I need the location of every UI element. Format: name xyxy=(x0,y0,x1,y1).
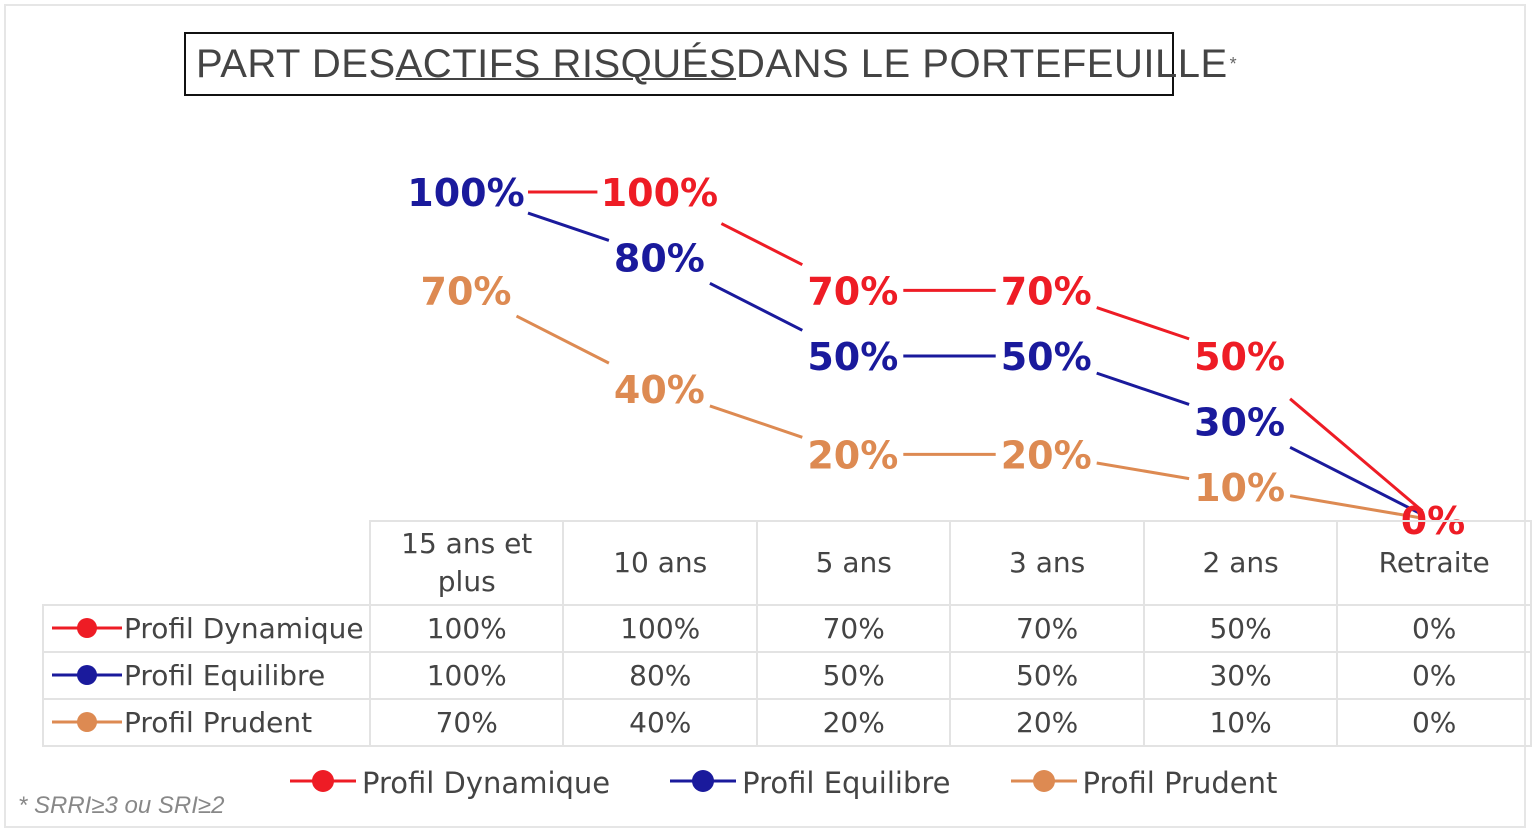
legend-key-icon xyxy=(290,770,356,792)
legend-key-icon xyxy=(52,712,122,732)
table-cell-profil-equilibre-retraite: 0% xyxy=(1336,651,1532,700)
table-cell-profil-prudent-3-ans: 20% xyxy=(949,698,1145,747)
segment-profil-equilibre-3 xyxy=(1096,371,1190,406)
data-label-profil-equilibre-3-ans: 50% xyxy=(1001,335,1092,379)
table-cell-profil-dynamique-10-ans: 100% xyxy=(562,604,758,653)
chart-legend: Profil Dynamique Profil Equilibre Profil P… xyxy=(282,762,1329,804)
data-label-profil-equilibre-15-ans-et-plus: 100% xyxy=(407,171,524,215)
footnote: * SRRI≥3 ou SRI≥2 xyxy=(18,792,225,819)
table-cell-profil-dynamique-15-ans-et-plus: 100% xyxy=(368,604,565,653)
segment-profil-prudent-3 xyxy=(1096,461,1190,481)
series-profil-prudent xyxy=(515,314,1420,520)
series-profil-dynamique xyxy=(528,190,1424,513)
data-label-profil-dynamique-3-ans: 70% xyxy=(1001,269,1092,313)
table-cell-profil-prudent-10-ans: 40% xyxy=(562,698,758,747)
table-header-row: 15 ans et plus 10 ans 5 ans 3 ans 2 ans Retrai… xyxy=(43,520,1532,606)
table-cell-profil-equilibre-15-ans-et-plus: 100% xyxy=(368,651,565,700)
data-label-profil-equilibre-2-ans: 30% xyxy=(1194,401,1285,445)
column-header-3-ans: 3 ans xyxy=(949,520,1145,606)
data-label-profil-equilibre-5-ans: 50% xyxy=(807,335,898,379)
table-row-profil-equilibre: Profil Equilibre 100% 80% 50% 50% 30% 0% xyxy=(42,651,1532,700)
legend-label: Profil Dynamique xyxy=(362,766,611,800)
table-cell-profil-equilibre-3-ans: 50% xyxy=(949,651,1145,700)
legend-key-icon xyxy=(670,770,737,792)
table-cell-profil-prudent-5-ans: 20% xyxy=(755,698,952,747)
slide-frame xyxy=(4,4,1526,828)
segment-profil-prudent-4 xyxy=(1289,494,1420,520)
chart-title: PART DES ACTIFS RISQUÉS DANS LE PORTEFEU… xyxy=(184,32,1237,96)
segment-profil-dynamique-3 xyxy=(1096,306,1190,341)
legend-key-icon xyxy=(52,618,122,638)
title-part-underlined: ACTIFS RISQUÉS xyxy=(395,41,737,86)
row-label-profil-equilibre: Profil Equilibre xyxy=(42,651,371,700)
table-cell-profil-dynamique-retraite: 0% xyxy=(1336,604,1532,653)
data-table: 15 ans et plus 10 ans 5 ans 3 ans 2 ans Retrai… xyxy=(42,520,1532,747)
table-cell-profil-prudent-retraite: 0% xyxy=(1336,698,1532,747)
legend-key-icon xyxy=(52,665,122,685)
segment-profil-equilibre-1 xyxy=(709,281,803,332)
column-header-10-ans: 10 ans xyxy=(562,520,758,606)
data-label-profil-prudent-10-ans: 40% xyxy=(614,368,705,412)
data-label-profil-dynamique-2-ans: 50% xyxy=(1194,335,1285,379)
column-header-retraite: Retraite xyxy=(1336,520,1532,606)
row-label-profil-dynamique: Profil Dynamique xyxy=(42,604,371,653)
legend-key-icon xyxy=(1010,770,1077,792)
row-label-text: Profil Dynamique xyxy=(124,612,364,645)
row-label-text: Profil Prudent xyxy=(124,706,313,739)
data-label-profil-equilibre-10-ans: 80% xyxy=(614,237,705,281)
row-label-text: Profil Equilibre xyxy=(124,659,326,692)
table-row-profil-dynamique: Profil Dynamique 100% 100% 70% 70% 50% 0% xyxy=(42,604,1532,653)
table-row-profil-prudent: Profil Prudent 70% 40% 20% 20% 10% 0% xyxy=(42,698,1532,747)
data-label-profil-dynamique-5-ans: 70% xyxy=(807,269,898,313)
legend-label: Profil Prudent xyxy=(1082,766,1278,800)
legend-entry-profil-equilibre: Profil Equilibre xyxy=(662,766,951,800)
legend-label: Profil Equilibre xyxy=(742,766,951,800)
data-label-profil-prudent-2-ans: 10% xyxy=(1194,466,1285,510)
data-label-profil-prudent-15-ans-et-plus: 70% xyxy=(421,269,512,313)
row-label-profil-prudent: Profil Prudent xyxy=(42,698,371,747)
table-corner-cell xyxy=(43,521,371,606)
column-header-15-ans-et-plus: 15 ans et plus xyxy=(368,520,565,606)
series-profil-equilibre xyxy=(527,211,1422,515)
column-header-5-ans: 5 ans xyxy=(755,520,952,606)
table-cell-profil-equilibre-2-ans: 30% xyxy=(1142,651,1339,700)
data-label-profil-dynamique-10-ans: 100% xyxy=(601,171,718,215)
table-cell-profil-dynamique-5-ans: 70% xyxy=(755,604,952,653)
table-cell-profil-dynamique-3-ans: 70% xyxy=(949,604,1145,653)
table-cell-profil-dynamique-2-ans: 50% xyxy=(1142,604,1339,653)
title-part-1: PART DES xyxy=(196,41,396,86)
legend-entry-profil-dynamique: Profil Dynamique xyxy=(282,766,610,800)
table-cell-profil-prudent-15-ans-et-plus: 70% xyxy=(368,698,565,747)
segment-profil-dynamique-1 xyxy=(720,222,803,267)
segment-profil-equilibre-0 xyxy=(527,211,610,242)
column-header-2-ans: 2 ans xyxy=(1142,520,1339,606)
table-cell-profil-equilibre-5-ans: 50% xyxy=(755,651,952,700)
segment-profil-equilibre-4 xyxy=(1289,445,1422,515)
data-label-profil-prudent-5-ans: 20% xyxy=(807,433,898,477)
table-cell-profil-prudent-2-ans: 10% xyxy=(1142,698,1339,747)
legend-entry-profil-prudent: Profil Prudent xyxy=(1003,766,1278,800)
data-label-profil-prudent-3-ans: 20% xyxy=(1001,433,1092,477)
segment-profil-prudent-1 xyxy=(709,404,803,439)
segment-profil-dynamique-4 xyxy=(1289,397,1424,513)
segment-profil-prudent-0 xyxy=(515,314,610,365)
table-cell-profil-equilibre-10-ans: 80% xyxy=(562,651,758,700)
title-part-3: DANS LE PORTEFEUILLE xyxy=(736,41,1228,86)
title-footnote-mark: * xyxy=(1229,53,1238,74)
